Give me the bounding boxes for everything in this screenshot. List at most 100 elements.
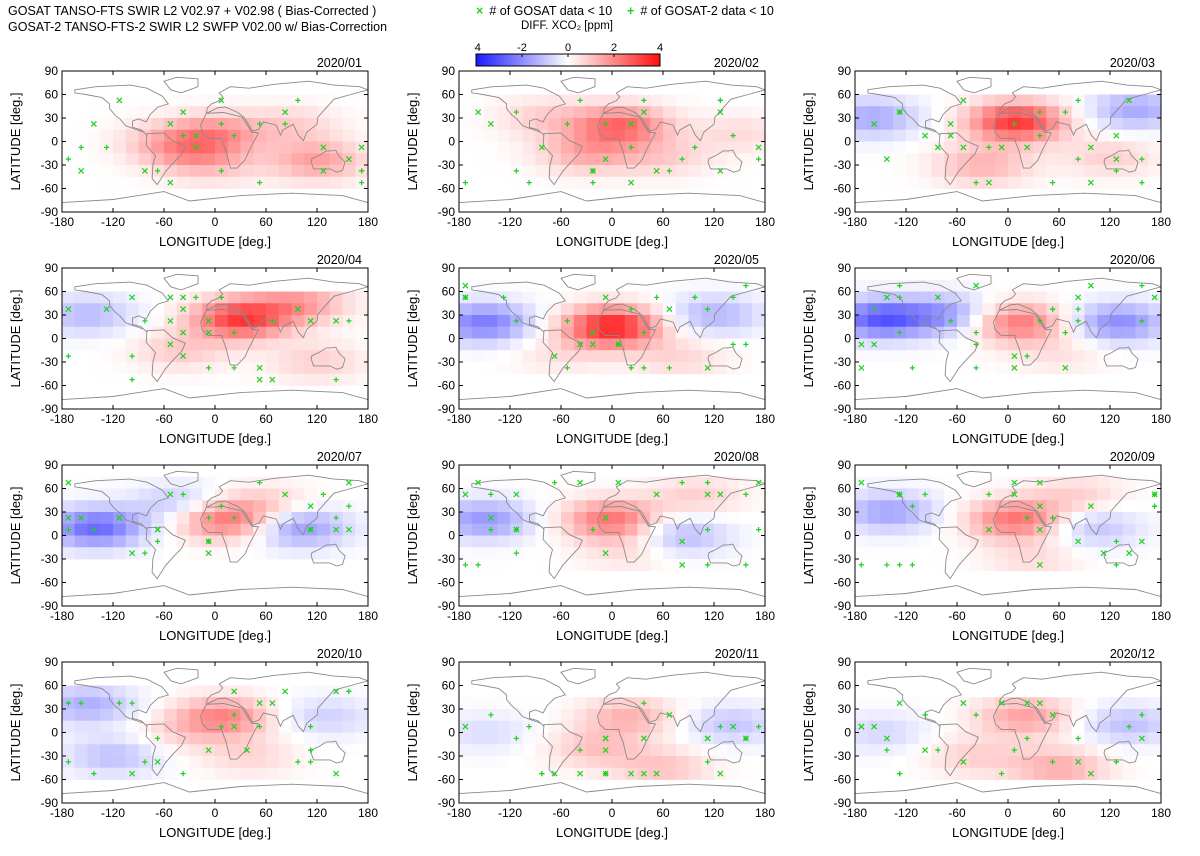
heatmap-cell [1059, 535, 1073, 548]
gosat2-low-count-marker [705, 527, 711, 533]
heatmap-cell [995, 315, 1009, 328]
heatmap-cell [240, 500, 254, 513]
heatmap-cell [522, 303, 536, 316]
gosat-low-count-marker [577, 341, 584, 348]
y-tick-label: 90 [838, 64, 852, 78]
heatmap-cell [548, 732, 562, 745]
heatmap-cell [726, 94, 740, 107]
heatmap-cell [151, 303, 165, 316]
gosat-low-count-marker [180, 329, 187, 336]
heatmap-cell [548, 720, 562, 733]
gosat2-low-count-marker [65, 156, 71, 162]
heatmap-cell [688, 767, 702, 780]
heatmap-cell [918, 291, 932, 304]
heatmap-cell [176, 500, 190, 513]
y-axis-label: LATITUDE [deg.] [801, 289, 816, 387]
heatmap-cell [1135, 362, 1149, 375]
coastline-path [542, 132, 583, 186]
heatmap-cell [931, 338, 945, 351]
heatmap-cell [688, 153, 702, 166]
heatmap-cell [164, 767, 178, 780]
heatmap-cell [726, 767, 740, 780]
coastline [62, 76, 368, 212]
heatmap-cell [253, 756, 267, 769]
heatmap-cell [893, 94, 907, 107]
x-tick-label: -120 [894, 215, 918, 229]
heatmap-cell [867, 315, 881, 328]
heatmap-cell [675, 697, 689, 710]
heatmap-cell [893, 476, 907, 489]
coastline-path [62, 388, 368, 409]
heatmap-cell [688, 559, 702, 572]
heatmap-cell [253, 315, 267, 328]
x-axis-label: LONGITUDE [deg.] [159, 234, 271, 249]
gosat2-low-count-marker [231, 330, 237, 336]
x-tick-label: 120 [704, 412, 724, 426]
heatmap-cell [510, 535, 524, 548]
heatmap-cell [957, 523, 971, 536]
x-tick-label: 0 [212, 412, 219, 426]
gosat-low-count-marker [679, 561, 686, 568]
gosat2-low-count-marker [1113, 538, 1119, 544]
heatmap-cell [278, 303, 292, 316]
x-tick-label: -120 [101, 215, 125, 229]
heatmap-cell [688, 165, 702, 178]
gosat-low-count-marker [640, 735, 647, 742]
gosat-low-count-marker [1126, 550, 1133, 557]
coastline-path [1103, 149, 1139, 173]
coastline-path [867, 281, 963, 333]
heatmap-cell [714, 291, 728, 304]
heatmap-cell [329, 326, 343, 339]
heatmap-cell [1059, 547, 1073, 560]
gosat-low-count-marker [896, 700, 903, 707]
heatmap-cell [240, 476, 254, 489]
heatmap-cell [329, 129, 343, 142]
heatmap-cell [752, 512, 765, 525]
heatmap-cell [342, 488, 356, 501]
heatmap-cell [278, 744, 292, 757]
heatmap-cell [931, 326, 945, 339]
gosat-low-count-marker [320, 144, 327, 151]
heatmap-cell [176, 153, 190, 166]
heatmap-cell [535, 106, 549, 119]
heatmap-cell [74, 732, 88, 745]
heatmap-cell [522, 362, 536, 375]
heatmap-cell [880, 315, 894, 328]
heatmap-cell [459, 547, 473, 560]
y-tick-label: 90 [45, 261, 59, 275]
heatmap-cell [957, 559, 971, 572]
heatmap-cell [1148, 720, 1161, 733]
heatmap-cell [586, 744, 600, 757]
heatmap-cell [113, 767, 127, 780]
heatmap-cell [342, 535, 356, 548]
heatmap-cell [675, 732, 689, 745]
heatmap-cell [663, 523, 677, 536]
heatmap-cell [471, 338, 485, 351]
heatmap-cell [510, 303, 524, 316]
gosat-low-count-marker [947, 120, 954, 127]
gosat-low-count-marker [883, 294, 890, 301]
coastline-path [145, 329, 186, 383]
heatmap-cell [510, 129, 524, 142]
heatmap-cell [176, 697, 190, 710]
heatmap-cell [944, 141, 958, 154]
heatmap-cell [1110, 500, 1124, 513]
heatmap-cell [931, 523, 945, 536]
heatmap-cell [752, 559, 765, 572]
heatmap-cell [637, 756, 651, 769]
heatmap-cell [637, 153, 651, 166]
gosat-low-count-marker [1087, 503, 1094, 510]
heatmap-cell [459, 94, 473, 107]
heatmap-cell [113, 153, 127, 166]
gosat2-low-count-marker [104, 144, 110, 150]
heatmap-cell [573, 303, 587, 316]
heatmap-cell [714, 535, 728, 548]
heatmap-cell [688, 303, 702, 316]
heatmap-cell [510, 338, 524, 351]
heatmap-cell [87, 94, 101, 107]
heatmap-cell [355, 291, 368, 304]
map-panel: -180 -120 -60 0 60 120 1809060300-30-60-90LONG… [8, 450, 378, 643]
heatmap-cell [573, 176, 587, 189]
heatmap-cell [855, 744, 869, 757]
heatmap-cells [459, 697, 765, 780]
